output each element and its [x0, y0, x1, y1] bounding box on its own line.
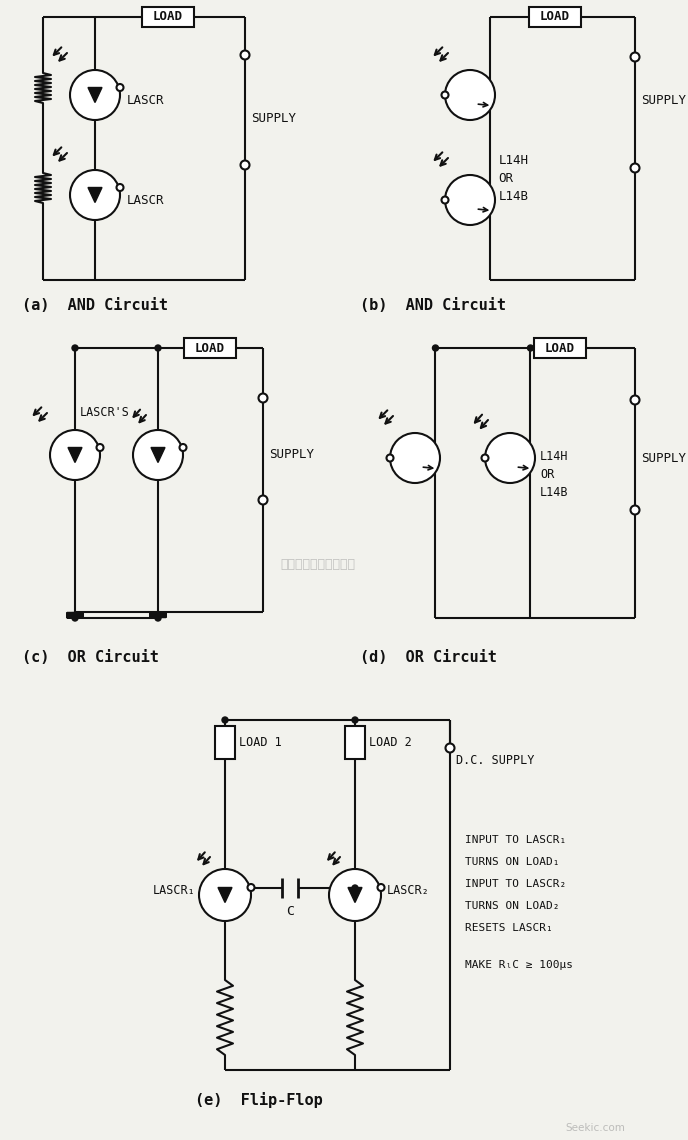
Text: INPUT TO LASCR₂: INPUT TO LASCR₂ — [465, 879, 566, 889]
Polygon shape — [88, 88, 102, 103]
Text: LASCR₂: LASCR₂ — [387, 884, 430, 896]
Circle shape — [378, 884, 385, 891]
Circle shape — [199, 869, 251, 921]
Circle shape — [485, 433, 535, 483]
Circle shape — [155, 614, 161, 621]
Text: LOAD: LOAD — [153, 10, 183, 24]
Text: LASCR₁: LASCR₁ — [152, 884, 195, 896]
Circle shape — [630, 163, 640, 172]
Polygon shape — [88, 187, 102, 203]
Circle shape — [180, 443, 186, 451]
Text: LOAD 1: LOAD 1 — [239, 735, 282, 749]
Circle shape — [70, 170, 120, 220]
Text: (e)  Flip-Flop: (e) Flip-Flop — [195, 1092, 323, 1108]
Text: D.C. SUPPLY: D.C. SUPPLY — [456, 754, 535, 766]
Circle shape — [72, 614, 78, 621]
Circle shape — [433, 345, 438, 351]
Polygon shape — [151, 448, 165, 463]
Text: SUPPLY: SUPPLY — [251, 112, 296, 124]
Text: LASCR: LASCR — [127, 194, 164, 206]
Circle shape — [50, 430, 100, 480]
Circle shape — [630, 396, 640, 405]
Bar — [345, 726, 365, 759]
Circle shape — [445, 70, 495, 120]
Text: INPUT TO LASCR₁: INPUT TO LASCR₁ — [465, 834, 566, 845]
Circle shape — [630, 52, 640, 62]
Circle shape — [133, 430, 183, 480]
Polygon shape — [218, 888, 232, 903]
Text: L14H
OR
L14B: L14H OR L14B — [499, 154, 528, 203]
Circle shape — [116, 84, 124, 91]
Text: TURNS ON LOAD₁: TURNS ON LOAD₁ — [465, 857, 559, 868]
Circle shape — [241, 161, 250, 170]
Circle shape — [482, 455, 488, 462]
Text: (a)  AND Circuit: (a) AND Circuit — [22, 298, 168, 312]
Text: SUPPLY: SUPPLY — [641, 93, 686, 106]
Text: L14H
OR
L14B: L14H OR L14B — [540, 450, 568, 499]
Text: MAKE RₗC ≥ 100μs: MAKE RₗC ≥ 100μs — [465, 960, 573, 970]
Circle shape — [390, 433, 440, 483]
Circle shape — [387, 455, 394, 462]
Circle shape — [352, 717, 358, 723]
Circle shape — [352, 885, 358, 891]
Circle shape — [329, 869, 381, 921]
Circle shape — [241, 50, 250, 59]
Text: C: C — [286, 905, 294, 918]
Circle shape — [70, 70, 120, 120]
Text: (d)  OR Circuit: (d) OR Circuit — [360, 650, 497, 665]
Circle shape — [446, 743, 455, 752]
Polygon shape — [348, 888, 362, 903]
Text: TURNS ON LOAD₂: TURNS ON LOAD₂ — [465, 901, 559, 911]
Circle shape — [442, 196, 449, 204]
Text: SUPPLY: SUPPLY — [641, 451, 686, 464]
Circle shape — [442, 91, 449, 98]
Text: LOAD 2: LOAD 2 — [369, 735, 411, 749]
Text: Seekic.com: Seekic.com — [565, 1123, 625, 1133]
Text: RESETS LASCR₁: RESETS LASCR₁ — [465, 923, 552, 933]
Circle shape — [259, 393, 268, 402]
Circle shape — [96, 443, 103, 451]
Bar — [215, 726, 235, 759]
Text: SUPPLY: SUPPLY — [269, 448, 314, 462]
Bar — [534, 337, 586, 358]
Text: LOAD: LOAD — [545, 342, 575, 355]
Circle shape — [72, 345, 78, 351]
Polygon shape — [68, 448, 82, 463]
Circle shape — [630, 505, 640, 514]
Circle shape — [116, 184, 124, 192]
Circle shape — [155, 345, 161, 351]
Text: LASCR: LASCR — [127, 93, 164, 106]
Text: (c)  OR Circuit: (c) OR Circuit — [22, 650, 159, 665]
Circle shape — [222, 717, 228, 723]
Bar — [529, 7, 581, 27]
Circle shape — [445, 176, 495, 225]
Circle shape — [259, 496, 268, 505]
Text: 杭州将睿科技有限公司: 杭州将睿科技有限公司 — [280, 559, 355, 571]
Text: LOAD: LOAD — [540, 10, 570, 24]
Circle shape — [248, 884, 255, 891]
Circle shape — [528, 345, 533, 351]
Bar — [184, 337, 236, 358]
Text: LASCR'S: LASCR'S — [80, 407, 130, 420]
Bar — [142, 7, 194, 27]
Text: LOAD: LOAD — [195, 342, 225, 355]
Text: (b)  AND Circuit: (b) AND Circuit — [360, 298, 506, 312]
